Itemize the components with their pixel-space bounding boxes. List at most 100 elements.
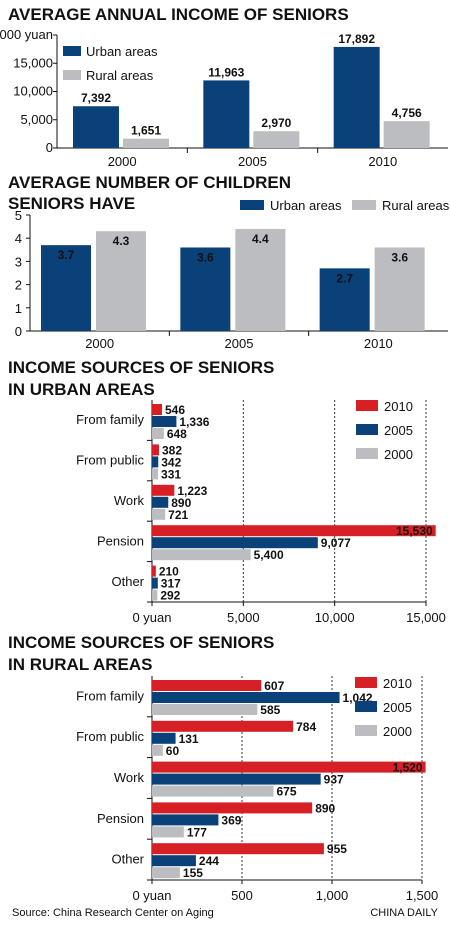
chart2-x-tick-label: 2000 xyxy=(85,336,114,351)
chart1-x-tick-label: 2010 xyxy=(368,154,397,169)
chart2-bar-urban xyxy=(41,245,91,331)
chart4-bar-2005 xyxy=(152,855,196,867)
chart3-data-label: 890 xyxy=(171,496,191,510)
chart3-data-label: 342 xyxy=(161,455,181,469)
chart3-bar-2000 xyxy=(152,549,251,561)
chart3-bar-2010 xyxy=(152,404,162,415)
chart4-bar-2005 xyxy=(152,773,321,785)
chart3-title-line2: IN URBAN AREAS xyxy=(8,380,155,399)
chart2-data-label: 2.7 xyxy=(336,271,353,285)
chart4-legend-label: 2010 xyxy=(383,676,412,691)
chart4-legend-label: 2000 xyxy=(383,724,412,739)
chart3-bar-2010 xyxy=(152,484,175,496)
chart2-y-tick-label: 0 xyxy=(15,324,22,339)
chart3-legend-label: 2000 xyxy=(384,447,413,462)
chart3-data-label: 721 xyxy=(168,508,188,522)
chart3-bar-2005 xyxy=(152,496,169,508)
chart3-x-tick-label: 0 yuan xyxy=(132,610,171,625)
chart3-category-label: From family xyxy=(76,412,144,427)
chart3-category-label: From public xyxy=(76,453,144,468)
chart2-bar-urban xyxy=(319,268,370,331)
chart2-title-line2: SENIORS HAVE xyxy=(8,194,135,213)
chart2-title-line1: AVERAGE NUMBER OF CHILDREN xyxy=(8,173,291,192)
chart1-x-tick-label: 2000 xyxy=(108,154,137,169)
chart4-x-tick-label: 0 yuan xyxy=(132,888,171,903)
chart4-x-tick-label: 500 xyxy=(231,888,253,903)
chart3-legend-swatch xyxy=(356,400,378,411)
chart1-y-tick-label: 5,000 xyxy=(20,112,53,127)
chart3-data-label: 9,077 xyxy=(321,536,351,550)
chart3-bar-2000 xyxy=(152,428,164,439)
chart4-bar-2005 xyxy=(152,814,219,826)
chart4-legend-swatch xyxy=(355,701,377,712)
chart3-legend-swatch xyxy=(356,448,378,459)
chart4-category-label: Other xyxy=(111,852,144,867)
chart3-data-label: 546 xyxy=(165,403,185,417)
chart4-bar-2005 xyxy=(152,732,176,744)
chart4-bar-2010 xyxy=(152,843,324,855)
chart3-x-tick-label: 5,000 xyxy=(227,610,260,625)
chart3-data-label: 210 xyxy=(159,565,179,579)
footer-credit: CHINA DAILY xyxy=(370,907,438,919)
chart2-bar-urban xyxy=(180,247,231,331)
chart1-y-tick-label: 0 xyxy=(46,140,53,155)
chart3-data-label: 1,223 xyxy=(177,484,207,498)
chart1-data-label: 7,392 xyxy=(81,91,111,105)
chart1-y-tick-label: 10,000 xyxy=(13,84,53,99)
chart4-data-label: 244 xyxy=(199,854,219,868)
chart3-legend-label: 2005 xyxy=(384,423,413,438)
chart4-bar-2010 xyxy=(152,720,294,732)
chart4-bar-2005 xyxy=(152,692,340,703)
chart4-data-label: 155 xyxy=(183,866,203,880)
chart3-category-label: Work xyxy=(114,493,145,508)
chart1-bar-rural xyxy=(383,121,430,148)
chart3-bar-2010 xyxy=(152,444,159,456)
chart4-legend-label: 2005 xyxy=(383,700,412,715)
chart3-bar-2005 xyxy=(152,416,177,427)
chart2-legend-swatch xyxy=(352,200,376,210)
chart1-bar-rural xyxy=(253,131,300,148)
chart2-legend-swatch xyxy=(240,200,264,210)
chart1-data-label: 17,892 xyxy=(338,32,375,46)
chart4-data-label: 675 xyxy=(277,785,297,799)
chart4-category-label: Pension xyxy=(97,811,144,826)
chart3-bar-2000 xyxy=(152,508,166,520)
chart3-title-line1: INCOME SOURCES OF SENIORS xyxy=(8,358,274,377)
chart3-bar-2005 xyxy=(152,577,158,589)
chart2-data-label: 3.7 xyxy=(58,248,75,262)
chart4-title-line2: IN RURAL AREAS xyxy=(8,655,153,674)
chart1-legend-swatch xyxy=(63,70,81,80)
chart1-x-tick-label: 2005 xyxy=(238,154,267,169)
chart1-y-tick-label: 15,000 xyxy=(13,55,53,70)
chart3-data-label: 317 xyxy=(161,577,181,591)
chart2-bar-rural xyxy=(374,247,425,331)
chart4-title-line1: INCOME SOURCES OF SENIORS xyxy=(8,633,274,652)
chart4-bar-2000 xyxy=(152,744,163,756)
chart1-data-label: 1,651 xyxy=(131,124,161,138)
chart3-legend-swatch xyxy=(356,424,378,435)
chart2-y-tick-label: 5 xyxy=(15,208,22,223)
chart3-bar-2010 xyxy=(152,565,156,577)
chart3-bar-2005 xyxy=(152,456,159,468)
chart4-bar-2010 xyxy=(152,680,262,691)
chart2-bar-rural xyxy=(235,228,286,331)
chart4-data-label: 607 xyxy=(264,679,284,693)
chart4-x-tick-label: 1,000 xyxy=(316,888,349,903)
chart1-bar-urban xyxy=(203,80,250,148)
chart1-bar-rural xyxy=(123,138,169,148)
chart2-legend-label: Urban areas xyxy=(270,198,342,213)
chart3-data-label: 292 xyxy=(160,589,180,603)
chart2-x-tick-label: 2005 xyxy=(225,336,254,351)
chart4-data-label: 60 xyxy=(166,744,180,758)
chart2-y-tick-label: 1 xyxy=(15,301,22,316)
chart3-legend-label: 2010 xyxy=(384,399,413,414)
chart4-legend-swatch xyxy=(355,725,377,736)
chart1-bar-urban xyxy=(333,46,380,148)
chart1-bar-urban xyxy=(73,106,119,148)
footer-source: Source: China Research Center on Aging xyxy=(12,907,214,919)
chart4-data-label: 937 xyxy=(324,773,344,787)
chart3-bar-2000 xyxy=(152,589,158,601)
chart4-data-label: 131 xyxy=(179,732,199,746)
chart2-data-label: 4.3 xyxy=(113,234,130,248)
chart3-data-label: 1,336 xyxy=(179,415,209,429)
